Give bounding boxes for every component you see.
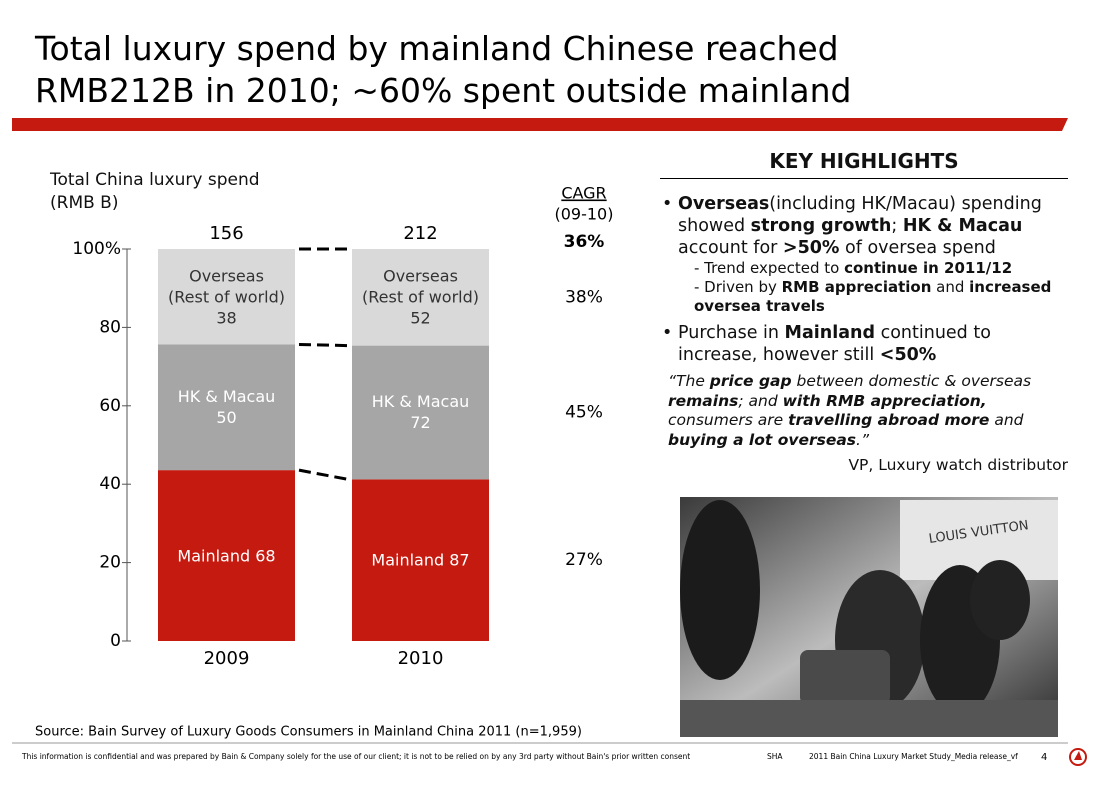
text-run: with RMB appreciation, — [782, 391, 987, 410]
bar-segment — [352, 249, 489, 346]
text-run: account for — [678, 238, 783, 258]
segment-label: HK & Macau 72 — [352, 391, 489, 433]
text-run: RMB appreciation — [781, 278, 932, 296]
highlights-heading: KEY HIGHLIGHTS — [660, 150, 1068, 179]
text-run: consumers are — [668, 411, 789, 429]
photo: LOUIS VUITTON — [680, 497, 1058, 737]
text-run: continue in 2011/12 — [844, 259, 1013, 277]
cagr-total: 36% — [564, 232, 605, 252]
total-label: 156 — [209, 223, 243, 244]
doc-name: 2011 Bain China Luxury Market Study_Medi… — [809, 752, 1018, 761]
text-run: remains — [668, 391, 739, 410]
bullet: Purchase in Mainland continued to increa… — [660, 322, 1068, 366]
series-name: HK & Macau — [371, 392, 470, 412]
y-tick-label: 40 — [99, 474, 121, 494]
source: Source: Bain Survey of Luxury Goods Cons… — [35, 725, 582, 740]
data-label: 38 — [216, 308, 237, 328]
segment-label: Overseas (Rest of world) 52 — [352, 266, 489, 329]
page-number: 4 — [1041, 752, 1047, 763]
text-run: (including HK/Macau) spending showed — [678, 194, 1042, 236]
text-run: of oversea spend — [839, 238, 996, 258]
text-run: increased oversea travels — [694, 278, 1052, 315]
y-tick-label: 100% — [72, 239, 121, 259]
series-name: Overseas (Rest of world) — [362, 266, 479, 307]
text-run: buying a lot overseas — [668, 430, 857, 449]
connector — [298, 342, 349, 348]
text-run: Mainland — [784, 323, 876, 343]
quote: “The price gap between domestic & overse… — [660, 372, 1068, 450]
data-label: 72 — [410, 413, 431, 433]
text-run: ; — [891, 216, 903, 236]
text-run: - Driven by — [694, 278, 782, 296]
text-run: .” — [856, 430, 869, 449]
text-run: Purchase in — [678, 323, 785, 343]
text-run: ; and — [738, 391, 783, 410]
text-run: travelling abroad more — [788, 411, 990, 429]
axis-label: Total China luxury spend (RMB B) — [50, 170, 260, 213]
segment-label: Overseas (Rest of world) 38 — [158, 265, 295, 328]
cagr-label: 45% — [565, 402, 603, 422]
text-run: and — [989, 411, 1024, 429]
series-name: Overseas (Rest of world) — [168, 266, 285, 307]
office: SHA — [767, 752, 783, 761]
text-run: “The — [668, 372, 710, 390]
sub-bullet: - Driven by RMB appreciation and increas… — [678, 278, 1068, 316]
y-tick-label: 60 — [99, 396, 121, 416]
data-label: 68 — [255, 546, 276, 566]
cagr-label: 27% — [565, 550, 603, 570]
y-tick-label: 20 — [99, 553, 121, 573]
x-tick-label: 2010 — [398, 648, 444, 669]
bullet: Overseas(including HK/Macau) spending sh… — [660, 193, 1068, 316]
data-label: 52 — [410, 308, 431, 328]
sub-bullet: - Trend expected to continue in 2011/12 — [678, 259, 1068, 278]
data-label: 87 — [449, 550, 470, 570]
series-name: Mainland — [371, 550, 445, 570]
text-run: price gap — [709, 372, 792, 390]
text-run: <50% — [879, 345, 937, 365]
bar-segment — [158, 249, 295, 345]
bar-segment — [352, 345, 489, 480]
data-label: 50 — [216, 408, 237, 428]
logo — [1069, 748, 1087, 766]
cagr-title: CAGR — [561, 184, 606, 203]
text-run: >50% — [782, 238, 840, 258]
text-run: HK & Macau — [902, 216, 1023, 236]
total-label: 212 — [403, 223, 437, 244]
text-run: Overseas — [678, 194, 770, 214]
bar-segment — [158, 344, 295, 471]
cagr-period: (09-10) — [555, 205, 614, 224]
segment-label: Mainland 87 — [352, 550, 489, 571]
bullets: Overseas(including HK/Macau) spending sh… — [660, 193, 1068, 366]
connector — [298, 468, 349, 481]
bar-segment — [352, 479, 489, 641]
text-run: - Trend expected to — [694, 259, 845, 277]
cagr-label: 38% — [565, 287, 603, 307]
text-run: between domestic & overseas — [791, 372, 1032, 390]
title-rule — [12, 118, 1068, 131]
text-run: continued to increase, however still — [678, 323, 991, 365]
segment-label: Mainland 68 — [158, 545, 295, 566]
y-tick-label: 0 — [110, 631, 121, 651]
x-tick-label: 2009 — [204, 648, 250, 669]
slide-title: Total luxury spend by mainland Chinese r… — [35, 29, 852, 110]
logo-mark — [1074, 751, 1082, 760]
y-tick-label: 80 — [99, 317, 121, 337]
text-run: strong growth — [750, 216, 892, 236]
bar-segment — [158, 470, 295, 641]
series-name: Mainland — [177, 546, 251, 566]
text-run: and — [931, 278, 970, 296]
segment-label: HK & Macau 50 — [158, 386, 295, 428]
series-name: HK & Macau — [177, 387, 276, 407]
disclaimer: This information is confidential and was… — [21, 752, 690, 761]
attribution: VP, Luxury watch distributor — [848, 456, 1068, 474]
highlights: KEY HIGHLIGHTS Overseas(including HK/Mac… — [660, 150, 1068, 476]
